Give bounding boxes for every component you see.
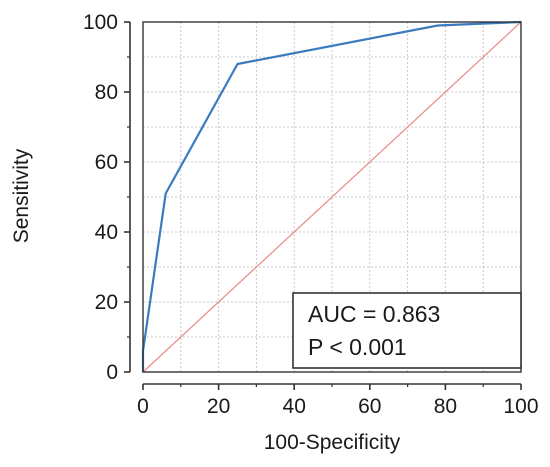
annotation-box: AUC = 0.863 P < 0.001 <box>292 292 522 369</box>
tick-marks <box>124 21 522 390</box>
x-tick-label: 80 <box>434 395 457 418</box>
x-tick-label: 0 <box>137 395 149 418</box>
x-tick-label: 20 <box>207 395 230 418</box>
x-axis-title: 100-Specificity <box>264 431 401 454</box>
plot-area-border <box>142 21 522 373</box>
y-axis-title: Sensitivity <box>10 148 33 243</box>
p-value-label: P < 0.001 <box>308 334 407 360</box>
y-tick-label: 20 <box>95 291 118 314</box>
reference-diagonal-line <box>142 21 522 373</box>
auc-label: AUC = 0.863 <box>308 301 440 327</box>
y-tick-label: 60 <box>95 151 118 174</box>
y-tick-label: 100 <box>83 11 118 34</box>
x-tick-label: 100 <box>503 395 538 418</box>
x-tick-label: 40 <box>283 395 306 418</box>
y-tick-label: 0 <box>106 361 118 384</box>
x-tick-label: 60 <box>358 395 381 418</box>
y-tick-label: 40 <box>95 221 118 244</box>
y-tick-label: 80 <box>95 81 118 104</box>
annotation-border <box>292 292 522 369</box>
